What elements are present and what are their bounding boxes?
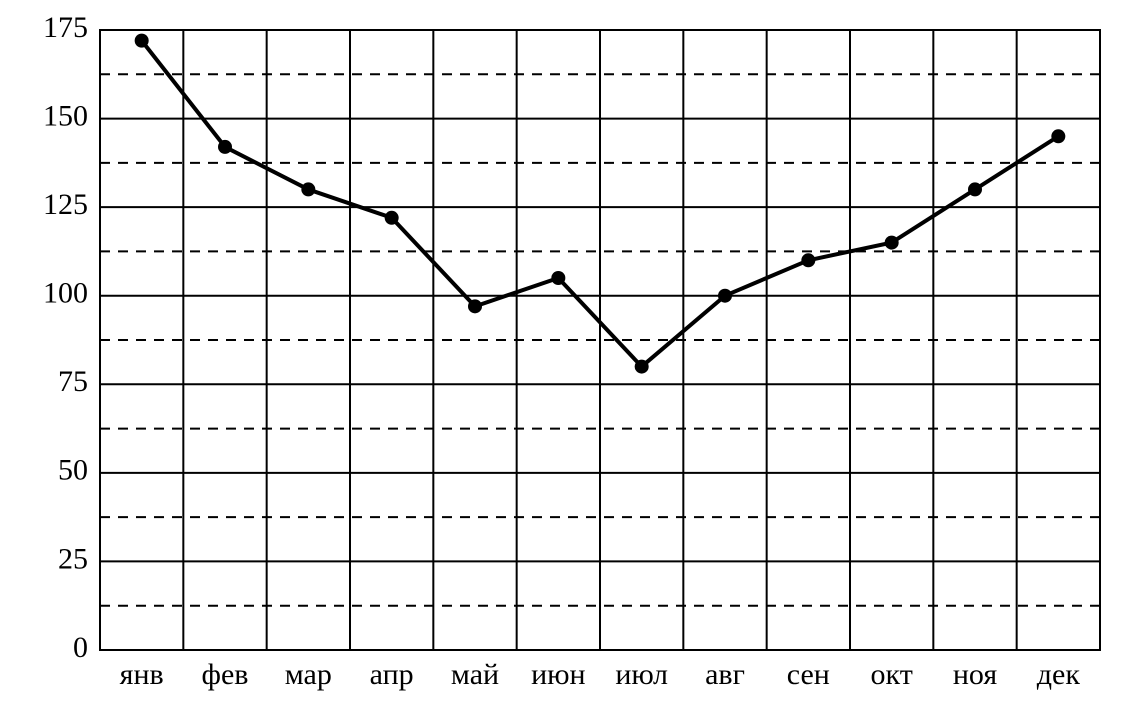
data-marker: [885, 236, 899, 250]
x-tick-label: дек: [1037, 658, 1081, 691]
y-tick-label: 100: [43, 277, 88, 310]
data-marker: [1051, 129, 1065, 143]
y-tick-label: 175: [43, 11, 88, 44]
data-marker: [385, 211, 399, 225]
data-marker: [635, 360, 649, 374]
data-marker: [718, 289, 732, 303]
y-tick-label: 0: [73, 631, 88, 664]
data-marker: [551, 271, 565, 285]
x-tick-label: апр: [370, 658, 414, 691]
x-tick-label: фев: [202, 658, 249, 691]
x-tick-label: май: [451, 658, 499, 691]
x-tick-label: сен: [787, 658, 830, 691]
data-marker: [218, 140, 232, 154]
chart-svg: 0 25 50 75 100 125 150 175 янв фев мар апр майиюниюл…: [0, 0, 1135, 714]
data-marker: [968, 182, 982, 196]
data-marker: [468, 299, 482, 313]
line-chart: 0 25 50 75 100 125 150 175 янв фев мар апр майиюниюл…: [0, 0, 1135, 714]
x-tick-label: июл: [615, 658, 668, 691]
y-tick-label: 75: [58, 365, 88, 398]
chart-background: [0, 0, 1135, 714]
data-marker: [301, 182, 315, 196]
x-tick-label: ноя: [953, 658, 997, 691]
x-tick-label: авг: [705, 658, 745, 691]
x-tick-label: мар: [285, 658, 332, 691]
y-tick-label: 25: [58, 542, 88, 575]
x-tick-label: окт: [871, 658, 913, 691]
data-marker: [135, 34, 149, 48]
x-tick-label: июн: [531, 658, 586, 691]
y-tick-label: 150: [43, 99, 88, 132]
y-tick-label: 50: [58, 454, 88, 487]
x-tick-label: янв: [120, 658, 164, 691]
y-tick-label: 125: [43, 188, 88, 221]
data-marker: [801, 253, 815, 267]
